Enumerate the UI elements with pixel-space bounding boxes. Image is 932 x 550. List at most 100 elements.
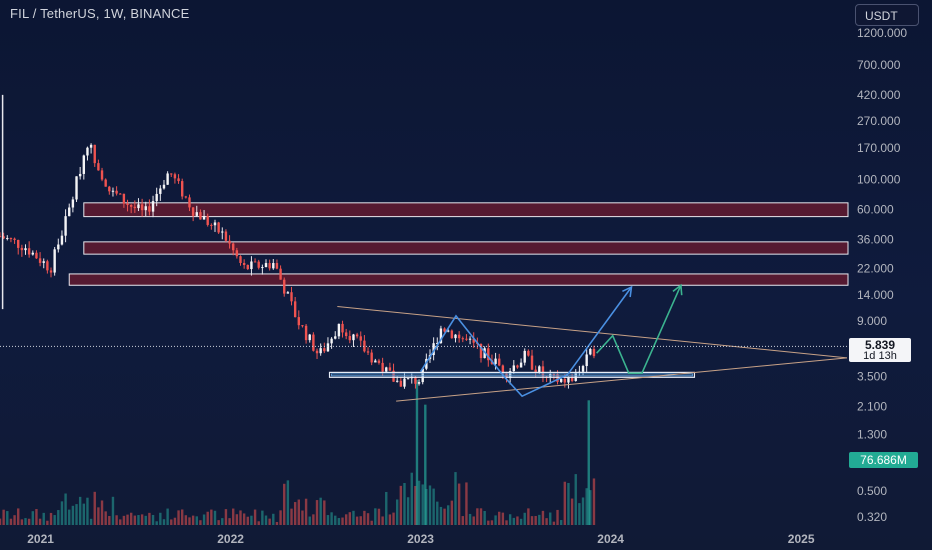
- candle-body: [210, 224, 213, 226]
- volume-bar: [541, 510, 545, 525]
- volume-bar: [454, 472, 457, 525]
- candle-body: [304, 325, 308, 341]
- candle-body: [275, 263, 279, 269]
- volume-bar: [2, 509, 5, 525]
- candle-body: [213, 222, 217, 226]
- volume-bar: [71, 505, 75, 525]
- volume-bar: [505, 520, 508, 525]
- candle-body: [330, 338, 333, 344]
- candle-body: [352, 334, 355, 341]
- volume-bar: [210, 509, 213, 525]
- volume-bar: [86, 497, 89, 525]
- volume-bar: [421, 484, 424, 525]
- volume-bar: [498, 511, 501, 525]
- x-tick-label: 2023: [407, 532, 434, 546]
- candle-body: [519, 362, 523, 368]
- volume-bar: [64, 493, 67, 525]
- candle-body: [323, 348, 326, 352]
- candle-body: [9, 238, 13, 240]
- volume-bar: [239, 510, 242, 525]
- candle-body: [468, 338, 472, 340]
- volume-bar: [257, 521, 260, 525]
- candle-body: [348, 336, 352, 341]
- projection-path-blue-arrowhead: [622, 285, 633, 298]
- candle-body: [126, 203, 129, 206]
- candle-body: [89, 144, 93, 148]
- volume-bar: [119, 519, 122, 525]
- volume-bar: [436, 501, 439, 525]
- volume-bar: [461, 516, 464, 525]
- volume-bar: [283, 483, 286, 525]
- volume-bar-peak: [587, 400, 590, 525]
- candle-body: [173, 174, 177, 179]
- candle-body: [46, 261, 49, 271]
- volume-bar: [447, 505, 450, 525]
- candle-body: [337, 323, 341, 337]
- candle-body: [228, 240, 231, 244]
- volume-bar: [246, 516, 249, 525]
- volume-bar: [439, 506, 443, 525]
- volume-bar: [188, 517, 191, 525]
- candle-body: [293, 301, 297, 318]
- volume-bar: [592, 478, 596, 525]
- candle-body: [246, 265, 249, 270]
- candle-body: [122, 193, 126, 204]
- volume-bar: [272, 513, 275, 525]
- volume-bars: [0, 380, 596, 525]
- volume-bar: [133, 515, 137, 525]
- candle-body: [148, 206, 151, 212]
- candle-body: [82, 155, 86, 174]
- y-tick-label: 60.000: [857, 202, 894, 216]
- volume-bar: [166, 508, 169, 525]
- volume-bar: [359, 516, 362, 525]
- candle-body: [563, 379, 567, 383]
- y-tick-label: 14.000: [857, 288, 894, 302]
- volume-bar: [235, 514, 239, 525]
- volume-bar: [46, 520, 49, 525]
- candle-body: [250, 261, 253, 270]
- candle-body: [326, 343, 330, 352]
- candle-body: [191, 207, 195, 216]
- wedge-upper-line: [337, 305, 848, 359]
- volume-bar: [60, 501, 64, 525]
- candle-body: [20, 247, 24, 251]
- volume-bar: [552, 521, 556, 525]
- candle-body: [2, 236, 5, 239]
- resistance-zones: [68, 202, 849, 286]
- candle-body: [363, 340, 366, 352]
- candle-body: [315, 350, 319, 354]
- volume-bar: [563, 481, 567, 525]
- volume-bar: [352, 510, 355, 525]
- volume-bar: [304, 498, 308, 525]
- candle-body: [268, 263, 271, 269]
- volume-bar: [326, 515, 330, 525]
- volume-bar: [527, 508, 530, 525]
- candle-body: [450, 330, 454, 339]
- volume-bar: [585, 488, 588, 525]
- candle-body: [42, 261, 45, 263]
- candle-body: [232, 243, 235, 251]
- volume-bar: [457, 483, 461, 525]
- volume-bar: [224, 509, 228, 525]
- candle-body: [406, 378, 410, 380]
- volume-bar: [122, 515, 126, 525]
- volume-bar: [140, 514, 144, 525]
- volume-bar: [545, 518, 548, 525]
- chart-title: FIL / TetherUS, 1W, BINANCE: [10, 6, 190, 21]
- volume-bar: [559, 520, 563, 525]
- candle-body: [381, 362, 384, 372]
- volume-bar: [213, 510, 217, 525]
- candle-body: [49, 270, 53, 273]
- candle-body: [516, 365, 519, 368]
- volume-bar: [472, 516, 475, 525]
- volume-bar: [363, 510, 366, 525]
- currency-button[interactable]: USDT: [855, 4, 919, 26]
- candle-body: [75, 176, 78, 200]
- volume-bar: [549, 512, 552, 525]
- candle-body: [221, 231, 224, 233]
- candle-body: [137, 204, 140, 209]
- candle-body: [538, 366, 541, 373]
- candle-body: [508, 371, 512, 379]
